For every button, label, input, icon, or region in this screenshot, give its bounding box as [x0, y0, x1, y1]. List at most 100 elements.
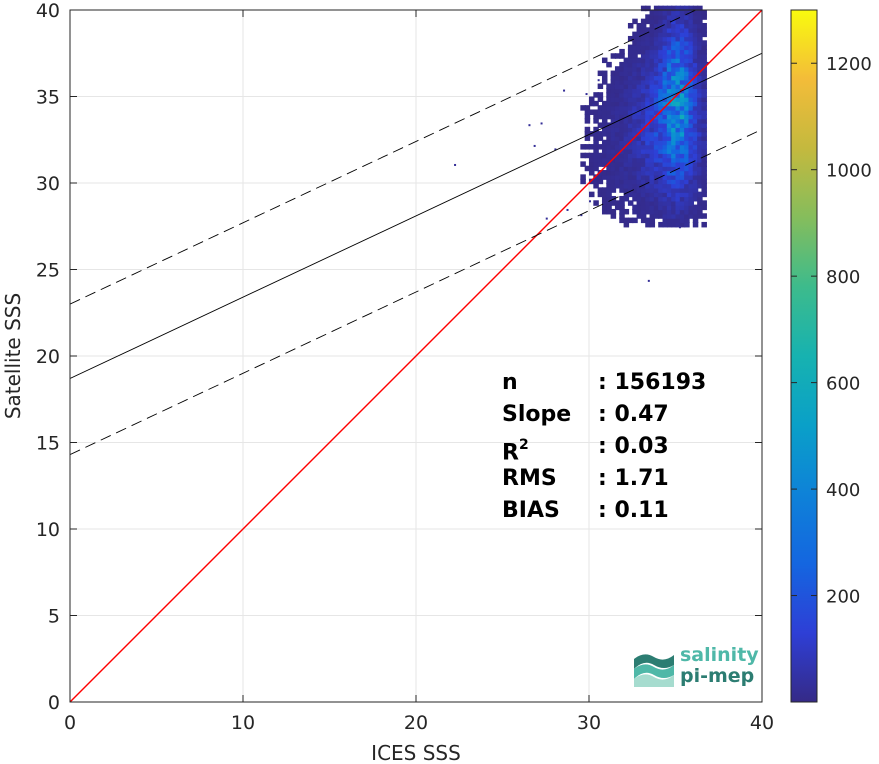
density-cell: [619, 118, 625, 124]
density-cell: [614, 83, 621, 90]
axis-ticks: 0 10 20 30 40 0 5 10 15 20 25 30 35 40: [36, 0, 774, 734]
density-cell: [675, 27, 681, 33]
density-cell: [671, 118, 677, 124]
density-cell: [692, 5, 699, 12]
density-cell-outlier: [554, 148, 557, 151]
density-cell: [666, 217, 673, 224]
stat-value: : 0.11: [598, 498, 669, 523]
density-cell: [636, 74, 643, 81]
density-cell: [649, 31, 656, 38]
density-cell: [658, 92, 664, 98]
density-cell: [640, 92, 647, 98]
density-cell: [623, 61, 630, 68]
density-cell: [658, 200, 664, 206]
density-cell: [671, 170, 677, 176]
density-cell: [584, 152, 591, 159]
density-cell: [679, 126, 686, 133]
density-cell: [679, 118, 686, 124]
density-cell: [675, 126, 681, 133]
density-cell: [593, 113, 599, 120]
density-cell: [640, 105, 647, 111]
density-cell: [606, 109, 612, 115]
density-cell: [658, 157, 664, 163]
density-cell: [623, 144, 630, 150]
stat-value: : 0.03: [598, 434, 669, 459]
density-cell: [632, 92, 638, 98]
density-cell: [688, 18, 694, 25]
density-cell: [610, 174, 617, 180]
density-cell: [701, 96, 707, 102]
density-cell: [645, 131, 651, 137]
density-cell: [640, 131, 647, 137]
density-cell: [610, 92, 617, 98]
regression-lines: [70, 10, 762, 702]
identity-line: [70, 10, 762, 702]
density-cell: [666, 131, 673, 137]
density-cell: [671, 79, 677, 85]
density-cell: [671, 10, 677, 16]
density-cell-outlier: [540, 122, 543, 125]
density-cell: [679, 79, 686, 85]
density-cell: [584, 135, 591, 141]
density-cell: [658, 122, 664, 128]
density-cell: [614, 204, 621, 211]
density-cell: [671, 66, 677, 72]
density-cell: [688, 152, 694, 159]
density-cell: [606, 170, 612, 176]
y-axis-label: Satellite SSS: [1, 293, 25, 419]
density-cell: [688, 122, 694, 128]
density-cell: [701, 22, 707, 29]
density-cell: [653, 92, 660, 98]
density-cell: [610, 200, 617, 206]
density-cell-outlier: [563, 89, 566, 92]
density-cell: [619, 61, 625, 68]
density-cell: [649, 144, 656, 150]
density-cell: [619, 126, 625, 133]
density-cell: [580, 161, 586, 167]
density-cell: [645, 157, 651, 163]
density-cell: [688, 10, 694, 16]
density-cell: [692, 48, 699, 55]
density-cell: [671, 217, 677, 224]
density-cell: [671, 221, 677, 228]
density-cell: [666, 31, 673, 38]
density-cell: [610, 100, 617, 107]
density-cell: [589, 170, 595, 176]
density-cell: [627, 87, 634, 94]
density-cell: [640, 126, 647, 133]
density-cell: [640, 152, 647, 159]
density-cell: [640, 53, 647, 59]
density-cell: [662, 74, 669, 81]
density-cell: [623, 135, 630, 141]
density-cell: [671, 174, 677, 180]
density-cell: [662, 161, 669, 167]
density-cell: [593, 178, 599, 185]
density-cell: [584, 113, 591, 120]
density-cell: [697, 22, 703, 29]
density-cell: [692, 83, 699, 90]
density-cell: [671, 195, 677, 202]
density-cell: [697, 161, 703, 167]
density-cell: [584, 105, 591, 111]
density-cell: [636, 66, 643, 72]
density-cell: [697, 105, 703, 111]
density-cell: [601, 157, 608, 163]
density-cell: [632, 144, 638, 150]
density-cell: [640, 35, 647, 42]
density-cell: [697, 208, 703, 215]
density-cell: [610, 105, 617, 111]
density-cell: [692, 126, 699, 133]
density-cell: [662, 87, 669, 94]
density-cell: [614, 200, 621, 206]
density-cell: [658, 10, 664, 16]
density-cell: [671, 48, 677, 55]
density-cell: [697, 79, 703, 85]
density-cell: [679, 83, 686, 90]
density-cell: [645, 74, 651, 81]
stat-value: : 1.71: [598, 466, 669, 491]
density-cell: [671, 22, 677, 29]
density-cell: [684, 57, 690, 64]
density-cell: [666, 183, 673, 189]
density-cell: [653, 57, 660, 64]
density-cell: [636, 109, 643, 115]
